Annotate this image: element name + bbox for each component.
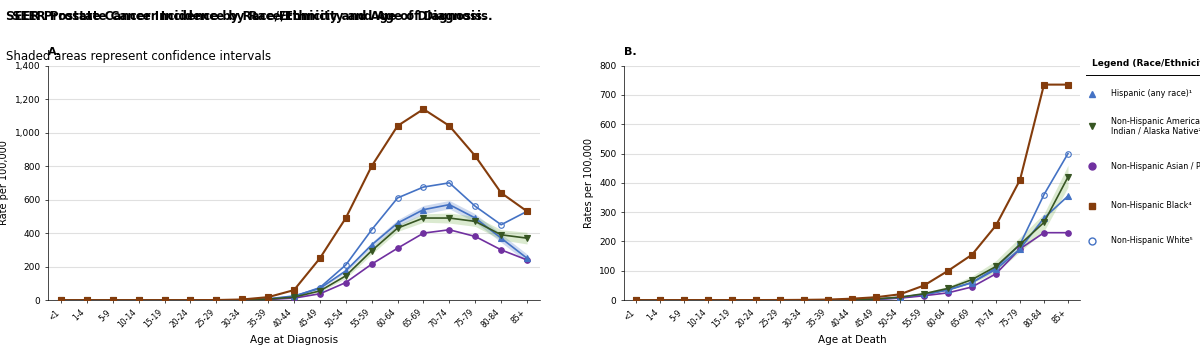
X-axis label: Age at Diagnosis: Age at Diagnosis — [250, 335, 338, 345]
X-axis label: Age at Death: Age at Death — [817, 335, 887, 345]
Text: Non-Hispanic American
Indian / Alaska Native²: Non-Hispanic American Indian / Alaska Na… — [1111, 117, 1200, 136]
Text: B.: B. — [624, 47, 637, 57]
Text: SEER Prostate Cancer Incidence by Race/Ethnicity and Age of Diagnosis.: SEER Prostate Cancer Incidence by Race/E… — [6, 10, 487, 23]
Y-axis label: Rate per 100,000: Rate per 100,000 — [0, 140, 10, 225]
Text: Hispanic (any race)¹: Hispanic (any race)¹ — [1111, 89, 1193, 98]
Text: Legend (Race/Ethnicity): Legend (Race/Ethnicity) — [1092, 59, 1200, 68]
Text: A.: A. — [48, 47, 61, 57]
Text: Non-Hispanic White⁵: Non-Hispanic White⁵ — [1111, 236, 1193, 245]
Text: SEER Prostate Cancer Incidence by Race/Ethnicity and Age of Diagnosis.: SEER Prostate Cancer Incidence by Race/E… — [12, 10, 493, 23]
Text: Non-Hispanic Asian / Pacific Islander³: Non-Hispanic Asian / Pacific Islander³ — [1111, 161, 1200, 170]
Text: Shaded areas represent confidence intervals: Shaded areas represent confidence interv… — [6, 50, 271, 63]
Y-axis label: Rates per 100,000: Rates per 100,000 — [583, 138, 594, 228]
Text: Non-Hispanic Black⁴: Non-Hispanic Black⁴ — [1111, 201, 1192, 210]
